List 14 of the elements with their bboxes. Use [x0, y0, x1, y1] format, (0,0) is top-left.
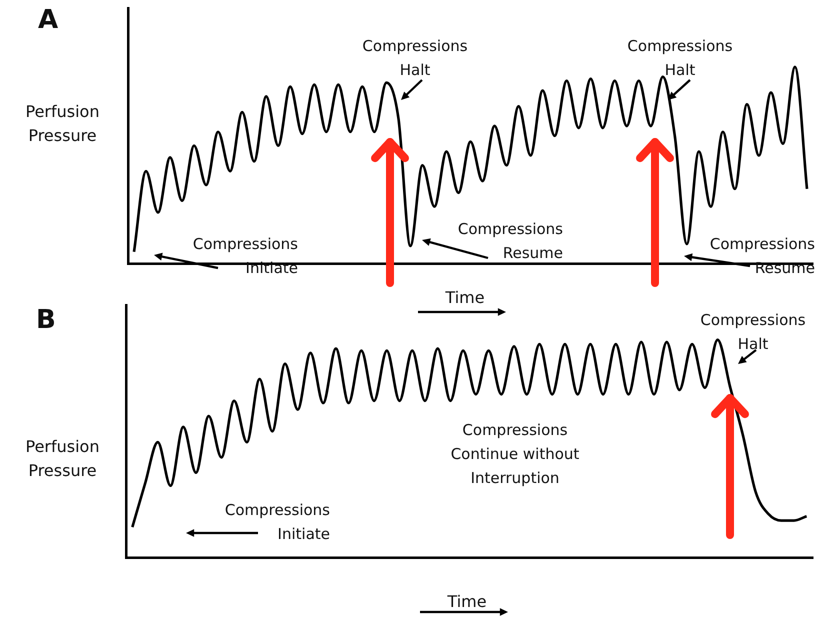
annotation: Compressions Halt	[699, 310, 807, 355]
x-axis-title: Time	[444, 287, 486, 309]
annotation: Compressions Initiate	[224, 500, 330, 545]
annotation: Compressions Resume	[456, 219, 563, 264]
annotation: Compressions Resume	[708, 234, 815, 279]
chart-title: A	[38, 5, 58, 35]
annotation: Compressions Initiate	[192, 234, 298, 279]
y-axis-title: Perfusion Pressure	[24, 101, 100, 147]
annotation: Compressions Halt	[361, 36, 469, 81]
annotation: Compressions Continue without Interruption	[450, 420, 580, 489]
y-axis-title: Perfusion Pressure	[24, 436, 100, 482]
annotation: Compressions Halt	[626, 36, 734, 81]
x-axis-title: Time	[446, 591, 488, 613]
chart-title: B	[36, 305, 56, 335]
